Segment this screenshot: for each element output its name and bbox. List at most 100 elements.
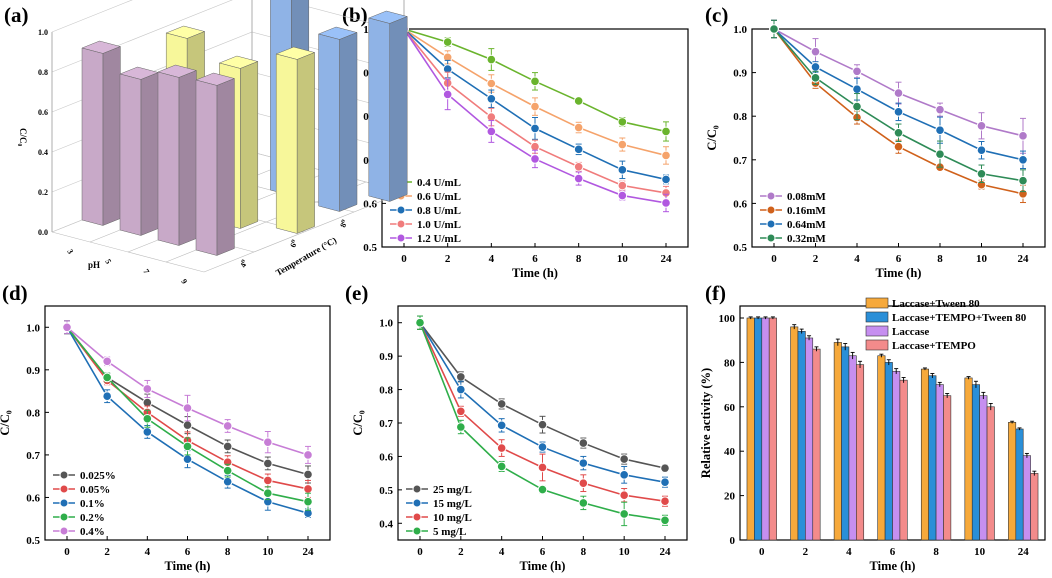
data-point (976, 120, 987, 131)
legend-marker (59, 526, 69, 536)
legend-label: 1.2 U/mL (417, 233, 461, 245)
bar3d (81, 40, 122, 226)
panel-label: (e) (345, 281, 368, 305)
data-point (182, 403, 193, 413)
data-point (456, 384, 466, 395)
x-axis-label: Time (h) (520, 559, 566, 573)
data-point (222, 441, 233, 452)
x-tick-label: 8 (225, 546, 231, 558)
bar-side (102, 46, 121, 226)
legend-label: 0.2% (80, 512, 105, 524)
y-tick-label: 40 (724, 446, 736, 458)
x-tick-label: 10 (976, 253, 988, 265)
bar (964, 377, 973, 541)
y-tick-label: 60 (724, 402, 736, 414)
data-point (142, 413, 153, 424)
data-point (142, 427, 153, 437)
x-tick-label: 2 (458, 546, 464, 558)
legend-marker (766, 205, 776, 215)
x-tick-label: 0 (401, 253, 407, 265)
x-tick-label: 3 (65, 248, 75, 256)
legend-label: 0.32mM (787, 233, 826, 245)
bar (841, 346, 850, 541)
legend: 0.025% 0.05% 0.1% 0.2% 0.4% (53, 470, 116, 538)
data-point (530, 154, 540, 164)
data-point (976, 145, 987, 156)
data-point (142, 384, 153, 394)
z-tick-label: 1.0 (38, 28, 48, 37)
y-tick-label: 6⁰ (288, 238, 299, 249)
grid-line (51, 0, 133, 33)
data-point (102, 391, 112, 401)
z-tick-label: 0.8 (38, 68, 48, 77)
data-point (456, 406, 466, 417)
data-point (578, 458, 589, 468)
data-point (578, 478, 589, 488)
x-tick-label: 5 (103, 258, 113, 266)
legend-swatch (865, 311, 889, 323)
y-axis-label: Relative activity (%) (699, 368, 713, 478)
x-tick-label: 24 (1018, 546, 1030, 558)
data-point (530, 76, 540, 87)
bar (1015, 428, 1024, 541)
legend-swatch (865, 325, 889, 337)
y-tick-label: 0.8 (26, 407, 40, 419)
legend-label: 25 mg/L (433, 484, 472, 496)
bar3d (157, 64, 198, 246)
bar-front (275, 53, 298, 234)
x-tick-label: 24 (660, 546, 672, 558)
data-point (617, 165, 628, 175)
x-tick-label: 4 (854, 253, 860, 265)
bar (877, 355, 886, 541)
y-tick-label: 0.8 (733, 111, 747, 123)
data-point (769, 24, 779, 34)
x-tick-label: 24 (303, 546, 315, 558)
bar3d (317, 26, 358, 212)
legend-marker (766, 219, 776, 229)
y-tick-label: 0 (730, 535, 736, 547)
y-tick-label: 0.7 (26, 450, 40, 462)
series (399, 19, 671, 213)
z-tick-label: 0.4 (38, 148, 48, 157)
bar-front (157, 71, 180, 246)
series (415, 315, 670, 527)
panel-label: (b) (342, 3, 368, 27)
legend-marker (59, 498, 69, 508)
x-tick-label: 4 (499, 546, 505, 558)
bar (928, 375, 937, 541)
x-axis-label: Time (h) (512, 266, 558, 280)
data-point (486, 93, 497, 104)
legend-label: 0.64mM (787, 219, 826, 231)
bar (920, 368, 929, 541)
bar (797, 331, 806, 541)
x-tick-label: 2 (813, 253, 819, 265)
y-tick-label: 0.5 (26, 535, 40, 547)
legend-marker (59, 470, 69, 480)
panel-label: (f) (705, 281, 726, 305)
bar-side (240, 61, 259, 229)
data-point (619, 509, 629, 519)
panel-a: (a) 0.0 0.2 0.4 0.6 0.8 1.0 C/C₀ 3 5 7 9 pH 4⁰ 6⁰ 8⁰Tem… (4, 0, 408, 285)
data-point (578, 438, 589, 448)
legend-marker (766, 191, 776, 201)
x-tick-label: 6 (896, 253, 902, 265)
data-point (222, 465, 233, 476)
bar (943, 395, 952, 541)
x-tick-label: 8 (933, 546, 939, 558)
y-tick-label: 0.7 (379, 418, 393, 430)
y-tick-label: 1.0 (26, 322, 40, 334)
data-point (852, 84, 862, 94)
y-tick-label: 80 (724, 357, 736, 369)
bar (884, 362, 893, 541)
legend-label: 5 mg/L (433, 526, 466, 538)
legend-label: 10 mg/L (433, 512, 472, 524)
z-tick-label: 0.0 (38, 228, 48, 237)
data-point (537, 419, 548, 430)
bar-front (81, 47, 104, 226)
data-point (660, 515, 670, 526)
legend-label: Laccase+Tween 80 (892, 298, 980, 310)
bar (761, 317, 770, 541)
